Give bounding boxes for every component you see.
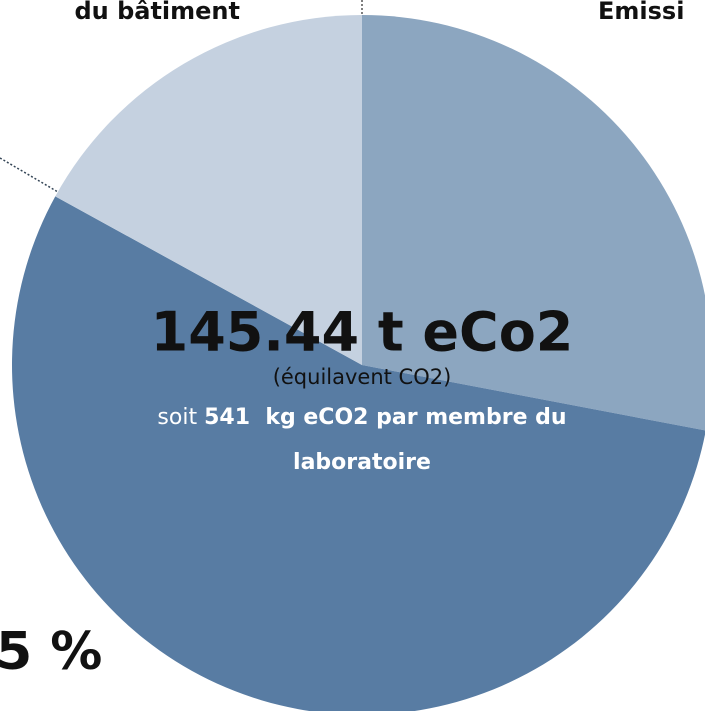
pie-slice (362, 15, 705, 431)
pie-slice (12, 196, 705, 711)
leader-line (0, 157, 59, 193)
per-member-prefix: soit (157, 405, 197, 430)
slice-percent: 5 % (0, 622, 102, 682)
pie-slice (55, 15, 362, 365)
total: 145.44 t eCo2 (151, 301, 574, 364)
per-member-value: 541 kg eCO2 par membre du (204, 405, 566, 430)
total-note: (équilavent CO2) (273, 365, 452, 389)
slice-label: Émissi (598, 0, 684, 25)
per-member-end: laboratoire (293, 450, 431, 475)
slice-label: du bâtiment (74, 0, 240, 25)
pie (12, 15, 705, 711)
per-member: soit 541 kg eCO2 par membre du (157, 405, 566, 430)
